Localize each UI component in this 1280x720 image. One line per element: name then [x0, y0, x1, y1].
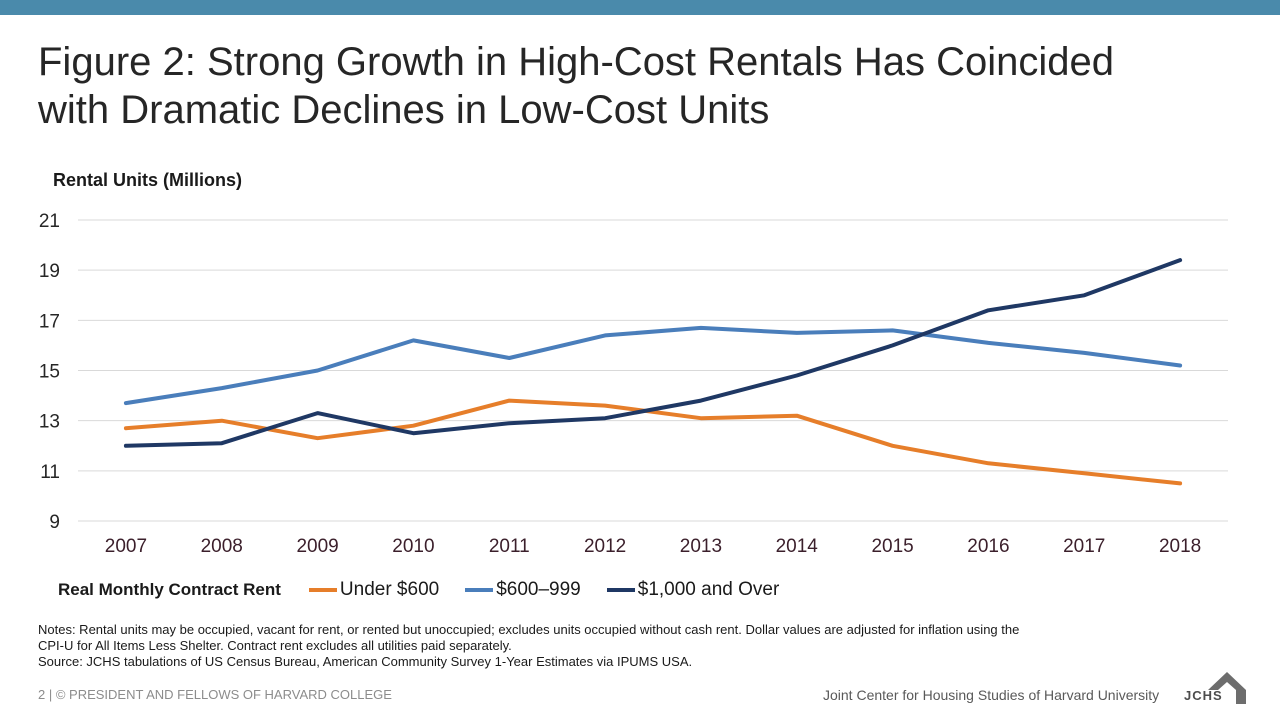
chart-notes: Notes: Rental units may be occupied, vac…	[38, 622, 1238, 670]
legend-swatch-1000-and-over	[606, 588, 635, 592]
logo-text: JCHS	[1184, 688, 1223, 703]
jchs-logo: JCHS	[1184, 666, 1246, 704]
x-tick-label: 2009	[296, 536, 338, 557]
y-tick-label: 15	[39, 362, 60, 383]
footer-organization: Joint Center for Housing Studies of Harv…	[823, 687, 1160, 703]
legend: Real Monthly Contract Rent Under $600 $6…	[58, 578, 805, 602]
x-tick-label: 2018	[1159, 536, 1201, 557]
legend-item-1000-and-over: $1,000 and Over	[606, 579, 780, 601]
x-tick-label: 2008	[201, 536, 243, 557]
legend-swatch-under-600	[308, 588, 337, 592]
legend-item-600-999: $600–999	[465, 579, 581, 601]
notes-line-2: CPI-U for All Items Less Shelter. Contra…	[38, 638, 512, 653]
legend-item-under-600: Under $600	[308, 579, 440, 601]
slide-title: Figure 2: Strong Growth in High-Cost Ren…	[38, 38, 1258, 134]
legend-label-600-999: $600–999	[496, 579, 581, 600]
notes-line-1: Notes: Rental units may be occupied, vac…	[38, 622, 1020, 637]
x-tick-label: 2012	[584, 536, 626, 557]
x-tick-label: 2011	[489, 536, 530, 557]
series-line-0	[123, 398, 1183, 486]
x-tick-label: 2010	[392, 536, 434, 557]
x-tick-labels: 2007 2008 2009 2010 2011 2012 2013 2014 2015 2016…	[105, 536, 1201, 557]
x-tick-label: 2015	[871, 536, 913, 557]
house-logo-icon	[1208, 672, 1246, 704]
series-line-2	[123, 258, 1183, 448]
x-tick-label: 2016	[967, 536, 1009, 557]
legend-label-1000-and-over: $1,000 and Over	[637, 579, 780, 600]
x-tick-label: 2014	[776, 536, 819, 557]
legend-title: Real Monthly Contract Rent	[58, 580, 281, 599]
series-lines	[123, 258, 1183, 486]
legend-label-under-600: Under $600	[339, 579, 440, 600]
x-tick-label: 2013	[680, 536, 722, 557]
top-accent-bar	[0, 0, 1280, 15]
slide-title-line-2: with Dramatic Declines in Low-Cost Units	[38, 88, 770, 132]
y-tick-label: 19	[39, 261, 60, 282]
y-tick-label: 9	[49, 512, 60, 533]
x-tick-label: 2007	[105, 536, 147, 557]
y-tick-labels: 9 11 13 15 17 19 21	[39, 211, 60, 533]
y-tick-label: 17	[39, 311, 60, 332]
slide-title-line-1: Figure 2: Strong Growth in High-Cost Ren…	[38, 40, 1115, 84]
series-line-1	[123, 325, 1183, 406]
source-note: Source: JCHS tabulations of US Census Bu…	[38, 654, 693, 669]
y-axis-label: Rental Units (Millions)	[53, 170, 242, 190]
y-tick-label: 21	[39, 211, 60, 232]
footer-copyright: 2 | © PRESIDENT AND FELLOWS OF HARVARD C…	[38, 687, 392, 702]
legend-swatch-600-999	[465, 588, 494, 592]
grid-lines	[78, 219, 1228, 522]
x-tick-label: 2017	[1063, 536, 1105, 557]
y-tick-label: 13	[39, 412, 60, 433]
y-tick-label: 11	[40, 462, 60, 483]
